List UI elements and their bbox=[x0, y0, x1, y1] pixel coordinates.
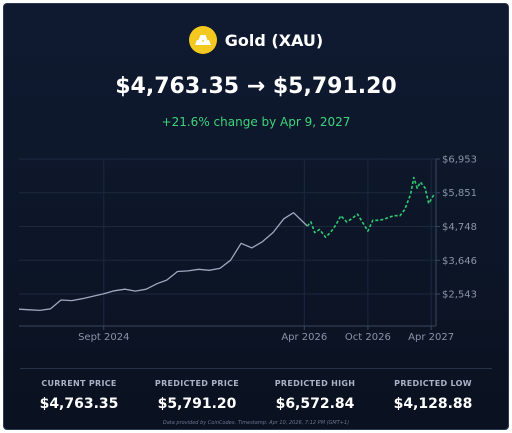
stat-value: $4,763.35 bbox=[39, 396, 119, 412]
y-axis: $6,953 $5,851 $4,748 $3,646 $2,543 bbox=[435, 155, 477, 326]
x-tick-label: Apr 2026 bbox=[281, 332, 327, 343]
forecast-card: Gold (XAU) $4,763.35 → $5,791.20 +21.6% … bbox=[3, 3, 509, 430]
coin-header: Gold (XAU) bbox=[4, 26, 508, 54]
stat-predicted-low: PREDICTED LOW $4,128.88 bbox=[374, 369, 492, 412]
price-chart: $6,953 $5,851 $4,748 $3,646 $2,543 Sept 2024… bbox=[18, 155, 477, 343]
x-tick-label: Sept 2024 bbox=[78, 332, 129, 343]
y-tick-label: $6,953 bbox=[442, 155, 477, 166]
y-tick-label: $4,748 bbox=[442, 222, 477, 233]
gold-bars-icon bbox=[188, 26, 217, 54]
price-forecast-line: $4,763.35 → $5,791.20 bbox=[115, 74, 397, 99]
x-tick-label: Oct 2026 bbox=[345, 332, 391, 343]
chart-series bbox=[18, 176, 435, 312]
change-forecast-line: +21.6% change by Apr 9, 2027 bbox=[161, 115, 351, 129]
stat-current-price: CURRENT PRICE $4,763.35 bbox=[20, 369, 138, 412]
y-tick-label: $3,646 bbox=[442, 256, 477, 267]
stat-value: $4,128.88 bbox=[393, 396, 473, 412]
y-tick-label: $5,851 bbox=[442, 188, 477, 199]
x-axis: Sept 2024 Apr 2026 Oct 2026 Apr 2027 bbox=[19, 325, 454, 343]
data-source-footer: Data provided by CoinCodex. Timestamp: A… bbox=[162, 420, 350, 426]
stat-label: PREDICTED HIGH bbox=[274, 379, 356, 388]
stat-value: $6,572.84 bbox=[275, 396, 355, 412]
stat-predicted-price: PREDICTED PRICE $5,791.20 bbox=[138, 369, 256, 412]
stat-label: PREDICTED LOW bbox=[394, 379, 472, 388]
stats-row: CURRENT PRICE $4,763.35 PREDICTED PRICE … bbox=[20, 368, 492, 412]
stat-label: CURRENT PRICE bbox=[41, 379, 117, 388]
stat-value: $5,791.20 bbox=[157, 396, 237, 412]
predicted-price-line bbox=[306, 176, 435, 238]
coin-name: Gold (XAU) bbox=[224, 30, 324, 50]
historical-price-line bbox=[18, 212, 308, 312]
y-tick-label: $2,543 bbox=[442, 290, 477, 301]
stat-predicted-high: PREDICTED HIGH $6,572.84 bbox=[256, 369, 374, 412]
chart-grid bbox=[19, 158, 436, 326]
x-tick-label: Apr 2027 bbox=[408, 332, 454, 343]
stat-label: PREDICTED PRICE bbox=[154, 379, 240, 388]
